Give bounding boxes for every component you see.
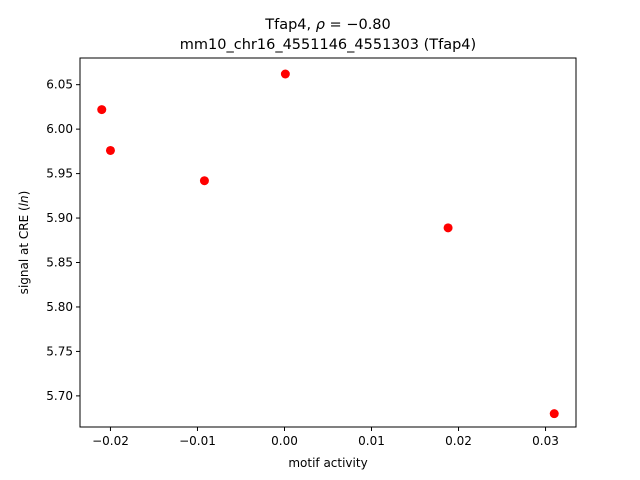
y-tick-label: 5.75 — [46, 344, 73, 358]
data-point — [97, 105, 107, 115]
y-tick-label: 6.05 — [46, 78, 73, 92]
x-axis-label: motif activity — [288, 456, 367, 470]
data-points — [97, 69, 559, 419]
y-tick-label: 5.85 — [46, 256, 73, 270]
y-tick-label: 6.00 — [46, 122, 73, 136]
data-point — [199, 176, 209, 186]
y-tick-label: 5.70 — [46, 389, 73, 403]
y-tick-label: 5.90 — [46, 211, 73, 225]
y-axis-ticks: 5.70 5.75 5.80 5.85 5.90 5.95 6.00 6.05 — [46, 78, 80, 403]
data-point — [443, 223, 453, 233]
x-tick-label: 0.00 — [271, 434, 298, 448]
x-tick-label: 0.03 — [532, 434, 559, 448]
y-tick-label: 5.80 — [46, 300, 73, 314]
x-tick-label: 0.01 — [358, 434, 385, 448]
chart-title: Tfap4, ρ = −0.80 — [264, 17, 391, 33]
x-tick-label: 0.02 — [445, 434, 472, 448]
x-axis-ticks: −0.02 −0.01 0.00 0.01 0.02 0.03 — [92, 427, 559, 448]
y-axis-label: signal at CRE (ln) — [17, 191, 31, 295]
x-tick-label: −0.01 — [179, 434, 216, 448]
data-point — [549, 409, 559, 419]
plot-frame — [79, 57, 577, 428]
x-tick-label: −0.02 — [92, 434, 129, 448]
y-tick-label: 5.95 — [46, 167, 73, 181]
data-point — [105, 145, 115, 155]
data-point — [280, 69, 290, 79]
chart-subtitle: mm10_chr16_4551146_4551303 (Tfap4) — [180, 37, 476, 53]
